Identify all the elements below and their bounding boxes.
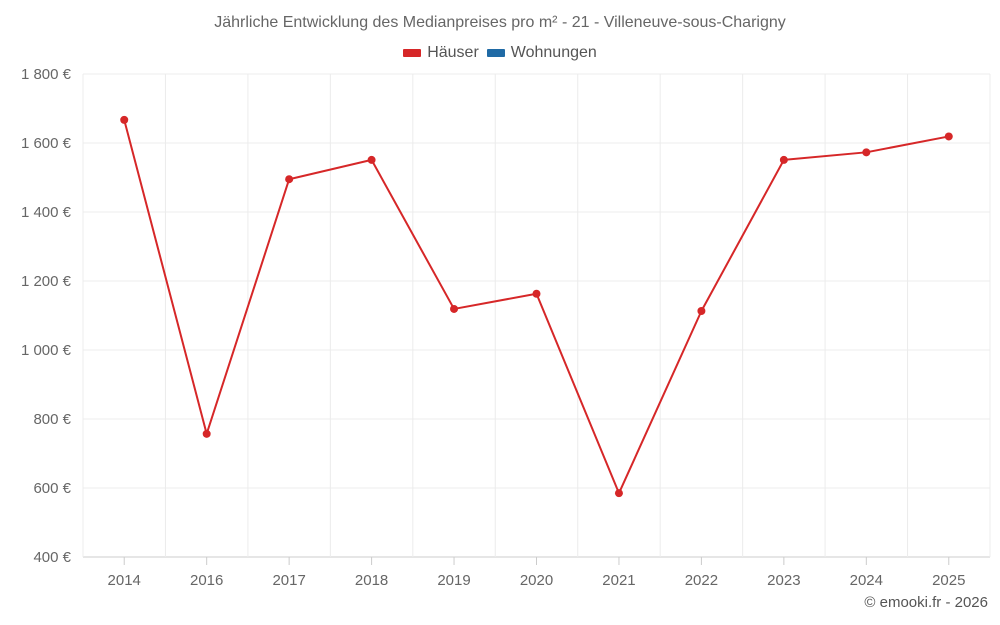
data-point: [285, 175, 294, 184]
legend-label-wohnungen: Wohnungen: [510, 44, 597, 61]
x-tick-label: 2014: [108, 572, 141, 589]
x-tick-label: 2024: [850, 572, 883, 589]
data-point: [202, 429, 211, 438]
x-tick-label: 2022: [685, 572, 718, 589]
chart-title: Jährliche Entwicklung des Medianpreises …: [214, 14, 786, 31]
x-tick-label: 2017: [272, 572, 305, 589]
data-point: [120, 115, 129, 124]
data-point: [944, 132, 953, 141]
legend-swatch-haeuser: [403, 49, 422, 57]
y-tick-label: 1 600 €: [21, 135, 72, 152]
data-point: [862, 148, 871, 157]
y-tick-label: 1 400 €: [21, 204, 72, 221]
legend-label-haeuser: Häuser: [427, 44, 479, 61]
data-point: [614, 489, 623, 498]
y-tick-label: 1 200 €: [21, 273, 72, 290]
x-tick-label: 2019: [437, 572, 470, 589]
x-tick-label: 2021: [602, 572, 635, 589]
x-tick-label: 2023: [767, 572, 800, 589]
data-point: [450, 304, 459, 313]
legend-item-haeuser[interactable]: Häuser: [403, 44, 479, 62]
data-point: [532, 289, 541, 298]
y-tick-label: 400 €: [33, 549, 71, 566]
chart-legend: Häuser Wohnungen: [0, 44, 1000, 62]
legend-item-wohnungen[interactable]: Wohnungen: [486, 44, 597, 62]
y-tick-label: 1 000 €: [21, 342, 72, 359]
y-tick-label: 800 €: [33, 411, 71, 428]
legend-swatch-wohnungen: [486, 49, 505, 57]
data-point: [367, 155, 376, 164]
data-point: [697, 307, 706, 316]
y-tick-label: 1 800 €: [21, 66, 72, 83]
x-tick-label: 2018: [355, 572, 388, 589]
y-tick-label: 600 €: [33, 480, 71, 497]
x-tick-label: 2016: [190, 572, 223, 589]
credit-text: © emooki.fr - 2026: [864, 594, 988, 611]
x-tick-label: 2025: [932, 572, 965, 589]
x-tick-label: 2020: [520, 572, 553, 589]
data-point: [779, 155, 788, 164]
